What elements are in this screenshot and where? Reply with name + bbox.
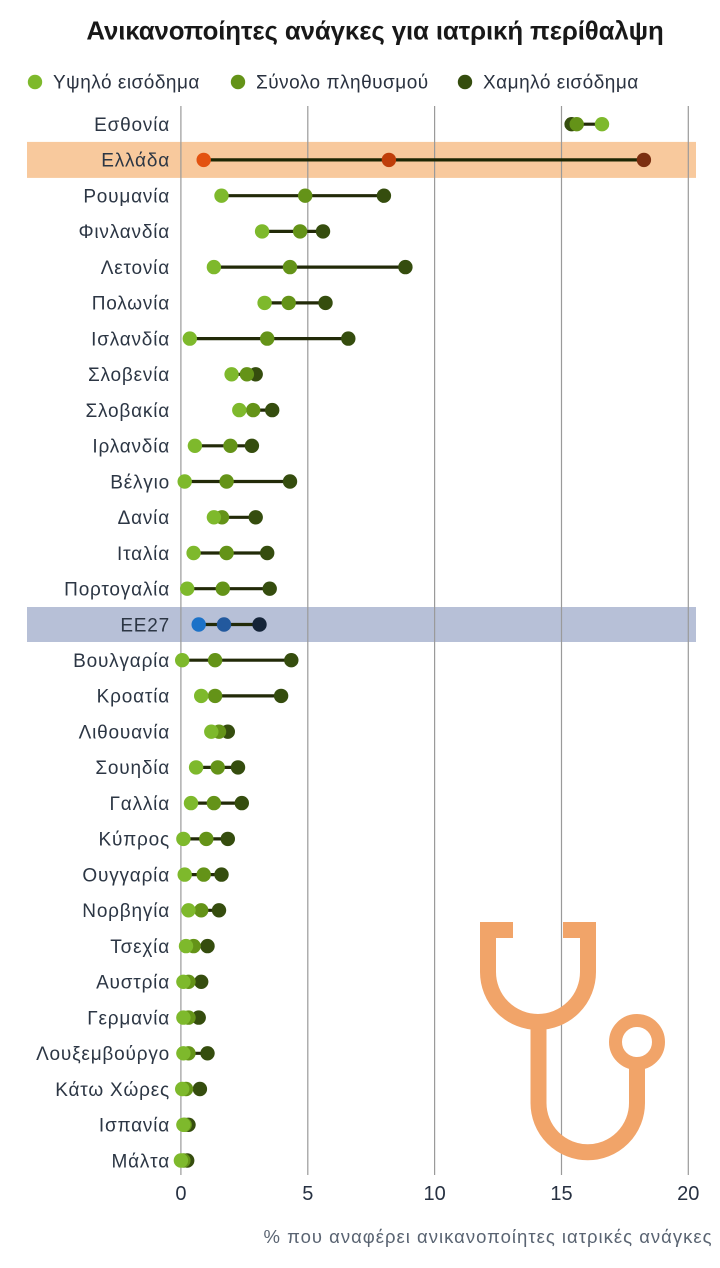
svg-text:Υψηλό εισόδημα: Υψηλό εισόδημα [53, 73, 200, 94]
svg-text:Λετονία: Λετονία [101, 258, 170, 279]
svg-text:Σουηδία: Σουηδία [95, 758, 170, 779]
svg-text:EE27: EE27 [120, 615, 170, 636]
svg-text:5: 5 [302, 1183, 313, 1205]
svg-text:Κροατία: Κροατία [97, 687, 170, 708]
svg-text:Κάτω Χώρες: Κάτω Χώρες [55, 1080, 170, 1101]
svg-text:20: 20 [677, 1183, 699, 1205]
svg-text:0: 0 [175, 1183, 186, 1205]
svg-text:Χαμηλό εισόδημα: Χαμηλό εισόδημα [483, 73, 639, 94]
svg-text:Σλοβενία: Σλοβενία [88, 365, 170, 386]
svg-text:Σύνολο πληθυσμού: Σύνολο πληθυσμού [256, 73, 429, 94]
svg-text:Γερμανία: Γερμανία [87, 1008, 170, 1029]
svg-text:Ιρλανδία: Ιρλανδία [92, 437, 170, 458]
svg-text:Βέλγιο: Βέλγιο [110, 472, 170, 493]
svg-text:Αυστρία: Αυστρία [96, 973, 170, 994]
svg-text:Βουλγαρία: Βουλγαρία [73, 651, 170, 672]
svg-text:Τσεχία: Τσεχία [110, 937, 170, 958]
svg-text:Ιταλία: Ιταλία [117, 544, 170, 565]
svg-text:Πορτογαλία: Πορτογαλία [64, 580, 170, 601]
svg-text:Ανικανοποίητες ανάγκες για ιατ: Ανικανοποίητες ανάγκες για ιατρική περίθ… [86, 18, 663, 46]
svg-text:Γαλλία: Γαλλία [110, 794, 170, 815]
svg-text:Νορβηγία: Νορβηγία [82, 901, 170, 922]
svg-text:Ισπανία: Ισπανία [99, 1116, 170, 1137]
svg-text:Λιθουανία: Λιθουανία [79, 723, 170, 744]
svg-text:Μάλτα: Μάλτα [111, 1151, 170, 1172]
svg-text:Εσθονία: Εσθονία [94, 115, 170, 136]
svg-text:Φινλανδία: Φινλανδία [78, 222, 170, 243]
svg-text:Λουξεμβούργο: Λουξεμβούργο [36, 1044, 170, 1065]
svg-text:Σλοβακία: Σλοβακία [85, 401, 170, 422]
svg-text:Πολωνία: Πολωνία [92, 294, 170, 315]
svg-text:Ουγγαρία: Ουγγαρία [82, 865, 170, 886]
svg-text:% που αναφέρει ανικανοποίητες: % που αναφέρει ανικανοποίητες ιατρικές α… [264, 1226, 713, 1247]
svg-text:Κύπρος: Κύπρος [98, 830, 170, 851]
svg-text:Ελλάδα: Ελλάδα [101, 151, 170, 172]
svg-text:15: 15 [550, 1183, 572, 1205]
svg-text:10: 10 [423, 1183, 445, 1205]
svg-text:Ρουμανία: Ρουμανία [83, 187, 170, 208]
svg-text:Δανία: Δανία [118, 508, 170, 529]
svg-text:Ισλανδία: Ισλανδία [91, 329, 170, 350]
